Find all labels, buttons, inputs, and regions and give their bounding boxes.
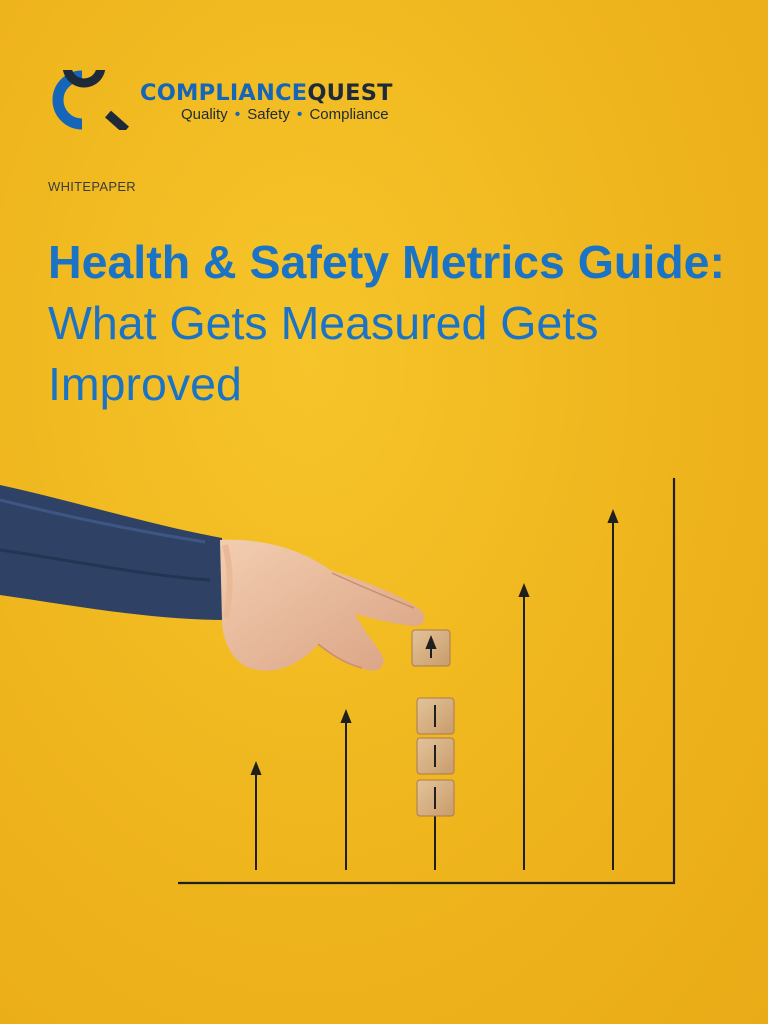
wooden-block-icon [416,779,455,817]
title-light-part: What Gets Measured Gets Improved [48,297,599,410]
wooden-block-icon [411,629,451,667]
wooden-block-icon [416,737,455,775]
tagline-word: Quality [181,106,228,123]
tagline-separator: • [234,106,241,123]
cq-logo-mark [52,70,129,130]
tagline-separator: • [297,106,303,123]
brand-name-part2: QUEST [307,80,393,106]
brand-tagline: Quality • Safety • Compliance [181,106,389,124]
title-bold-part: Health & Safety Metrics Guide: [48,236,725,288]
logo: COMPLIANCEQUEST Quality • Safety • Compl… [48,70,468,130]
document-type-label: WHITEPAPER [48,179,136,194]
brand-name: COMPLIANCEQUEST [140,80,393,106]
axis-lines [178,478,676,885]
document-title: Health & Safety Metrics Guide: What Gets… [48,232,748,415]
growth-illustration [0,478,676,885]
wooden-block-icon [416,697,455,735]
tagline-word: Safety [247,106,290,123]
hand-icon [0,485,425,671]
tagline-word: Compliance [309,106,389,123]
brand-name-part1: COMPLIANCE [140,80,308,106]
